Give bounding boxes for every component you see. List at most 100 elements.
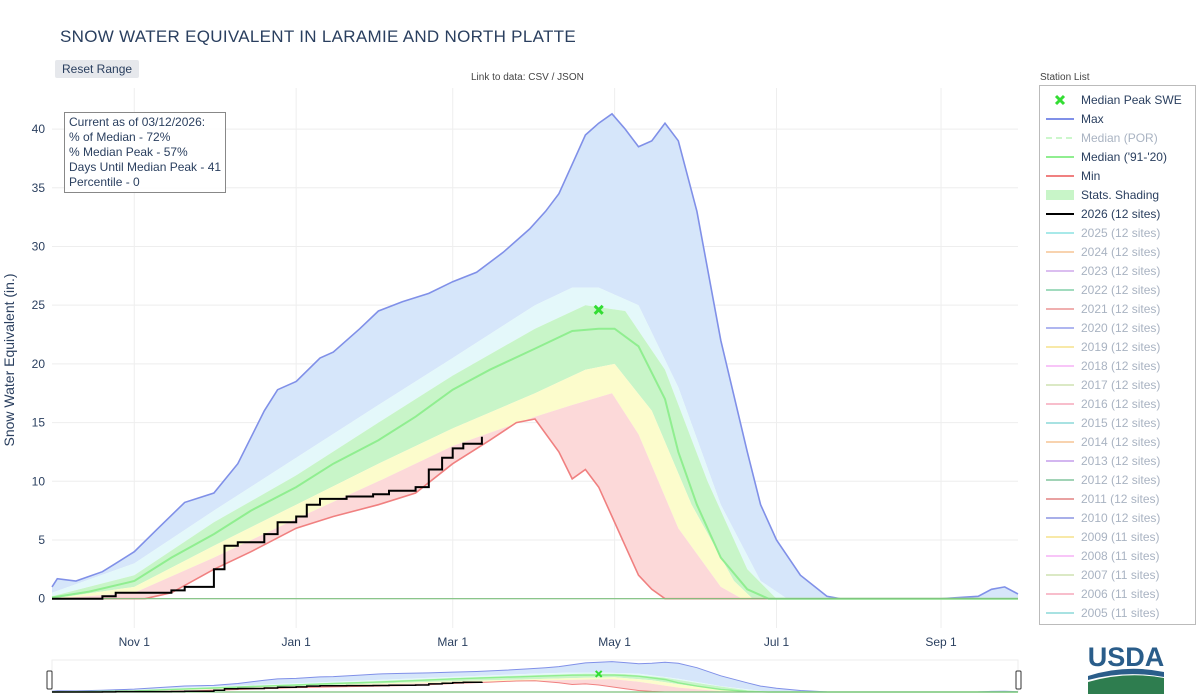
legend-label: Median ('91-'20) (1081, 150, 1167, 164)
legend-label: 2008 (11 sites) (1081, 549, 1160, 563)
series-min-line-overview (52, 680, 1018, 693)
legend-item[interactable]: 2008 (11 sites) (1040, 547, 1195, 566)
legend-swatch (1046, 118, 1074, 120)
legend-label: 2010 (12 sites) (1081, 511, 1161, 525)
legend-swatch (1046, 175, 1074, 177)
legend-item[interactable]: Median (POR) (1040, 129, 1195, 148)
median-peak-marker (593, 304, 604, 315)
legend-item[interactable]: Min (1040, 167, 1195, 186)
info-line-percent-peak: % Median Peak - 57% (69, 145, 188, 159)
legend-label: 2012 (12 sites) (1081, 473, 1161, 487)
legend-item[interactable]: 2005 (11 sites) (1040, 604, 1195, 623)
y-tick-label: 25 (32, 298, 46, 312)
legend-item[interactable]: 2015 (12 sites) (1040, 414, 1195, 433)
series-max-line-overview (51, 661, 1019, 693)
legend-label: 2026 (12 sites) (1081, 207, 1161, 221)
legend-item[interactable]: 2021 (12 sites) (1040, 300, 1195, 319)
series-median-line-overview (51, 674, 1018, 693)
legend-swatch (1046, 365, 1074, 367)
legend-item[interactable]: 2016 (12 sites) (1040, 395, 1195, 414)
legend-item[interactable]: 2010 (12 sites) (1040, 509, 1195, 528)
legend-item[interactable]: 2024 (12 sites) (1040, 243, 1195, 262)
csv-link[interactable]: CSV (528, 72, 549, 83)
legend-swatch (1046, 137, 1074, 139)
legend-item[interactable]: 2019 (12 sites) (1040, 338, 1195, 357)
legend-swatch (1046, 251, 1074, 253)
legend-item[interactable]: 2007 (11 sites) (1040, 566, 1195, 585)
y-tick-label: 10 (32, 474, 46, 488)
legend-label: Max (1081, 112, 1104, 126)
legend-swatch (1046, 441, 1074, 443)
x-tick-label: Nov 1 (119, 635, 151, 649)
station-list-label: Station List (1040, 72, 1090, 83)
legend-item[interactable]: Stats. Shading (1040, 186, 1195, 205)
legend-item[interactable]: 2014 (12 sites) (1040, 433, 1195, 452)
legend-label: 2009 (11 sites) (1081, 530, 1160, 544)
legend-swatch (1054, 94, 1066, 106)
legend-swatch (1046, 460, 1074, 462)
info-line-percent-median: % of Median - 72% (69, 130, 171, 144)
legend-item[interactable]: 2025 (12 sites) (1040, 224, 1195, 243)
legend-swatch (1046, 479, 1074, 481)
json-link[interactable]: JSON (557, 72, 584, 83)
legend-item[interactable]: 2006 (11 sites) (1040, 585, 1195, 604)
legend-item[interactable]: Max (1040, 110, 1195, 129)
legend-item[interactable]: 2026 (12 sites) (1040, 205, 1195, 224)
legend-label: 2024 (12 sites) (1081, 245, 1161, 259)
band-lower (52, 363, 1018, 599)
legend-item[interactable]: 2020 (12 sites) (1040, 319, 1195, 338)
legend-swatch (1046, 593, 1074, 595)
legend-label: 2007 (11 sites) (1081, 568, 1160, 582)
median-peak-marker-overview (594, 670, 603, 678)
range-lines (51, 661, 1019, 693)
legend-item[interactable]: 2023 (12 sites) (1040, 262, 1195, 281)
legend-label: 2016 (12 sites) (1081, 397, 1161, 411)
chart-title: SNOW WATER EQUIVALENT IN LARAMIE AND NOR… (60, 27, 576, 46)
y-tick-label: 5 (38, 533, 45, 547)
legend-swatch (1046, 536, 1074, 538)
legend-label: 2023 (12 sites) (1081, 264, 1161, 278)
legend-swatch (1046, 555, 1074, 557)
usda-logo-text: USDA (1088, 642, 1165, 672)
series-2026-line (52, 436, 483, 600)
band-inner (52, 393, 1018, 599)
x-tick-label: Mar 1 (437, 635, 468, 649)
band-layer (52, 113, 1018, 599)
legend-swatch (1046, 403, 1074, 405)
y-axis-label: Snow Water Equivalent (in.) (1, 274, 17, 447)
x-tick-label: May 1 (598, 635, 631, 649)
legend-item[interactable]: 2011 (12 sites) (1040, 490, 1195, 509)
band-outer (52, 113, 1018, 599)
legend-item[interactable]: 2013 (12 sites) (1040, 452, 1195, 471)
legend-label: 2006 (11 sites) (1081, 587, 1160, 601)
info-line-percentile: Percentile - 0 (69, 175, 140, 189)
legend-label: 2014 (12 sites) (1081, 435, 1161, 449)
reset-range-button[interactable]: Reset Range (55, 60, 140, 78)
legend-swatch (1046, 612, 1074, 614)
legend-label: Stats. Shading (1081, 188, 1160, 202)
legend-item[interactable]: Median Peak SWE (1040, 91, 1195, 110)
legend-item[interactable]: 2017 (12 sites) (1040, 376, 1195, 395)
legend-swatch (1046, 384, 1074, 386)
legend-item[interactable]: 2022 (12 sites) (1040, 281, 1195, 300)
x-tick-label: Jan 1 (281, 635, 311, 649)
legend-item[interactable]: 2009 (11 sites) (1040, 528, 1195, 547)
legend-label: 2015 (12 sites) (1081, 416, 1161, 430)
legend-swatch (1046, 190, 1074, 200)
legend-item[interactable]: 2018 (12 sites) (1040, 357, 1195, 376)
legend: Median Peak SWE Max Median (POR) Median ('9… (1039, 85, 1196, 625)
current-status-box: Current as of 03/12/2026: % of Median - … (64, 112, 227, 193)
legend-swatch (1046, 422, 1074, 424)
line-layer (51, 112, 1019, 600)
legend-item[interactable]: Median ('91-'20) (1040, 148, 1195, 167)
legend-label: Median (POR) (1081, 131, 1158, 145)
x-tick-label: Jul 1 (764, 635, 790, 649)
legend-item[interactable]: 2012 (12 sites) (1040, 471, 1195, 490)
legend-swatch (1046, 498, 1074, 500)
range-handle-left[interactable] (46, 670, 53, 690)
range-slider[interactable] (46, 659, 1022, 693)
legend-label: Median Peak SWE (1081, 93, 1182, 107)
range-handle-right[interactable] (1015, 670, 1022, 690)
legend-swatch (1046, 517, 1074, 519)
